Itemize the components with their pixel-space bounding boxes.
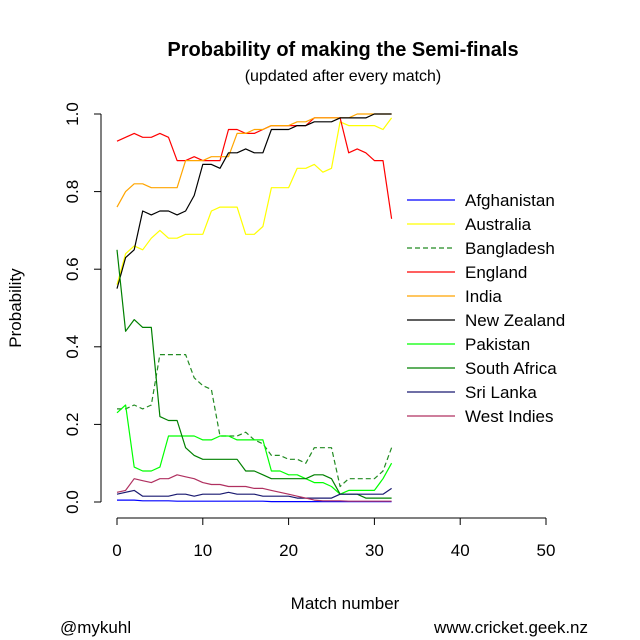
chart-subtitle: (updated after every match): [245, 68, 442, 85]
x-tick-label: 20: [279, 541, 298, 560]
legend-label-australia: Australia: [465, 215, 532, 234]
y-tick-label: 0.8: [63, 180, 82, 204]
y-tick-label: 1.0: [63, 102, 82, 126]
chart-title: Probability of making the Semi-finals: [167, 39, 518, 61]
legend-label-england: England: [465, 263, 527, 282]
series-line-australia: [116, 117, 393, 285]
legend-label-bangladesh: Bangladesh: [465, 239, 555, 258]
y-axis-label: Probability: [6, 268, 25, 348]
legend-label-pakistan: Pakistan: [465, 335, 530, 354]
y-tick-label: 0.0: [63, 490, 82, 514]
series-line-pakistan: [116, 404, 393, 495]
x-axis: 0 10 20 30 40 50: [112, 517, 556, 560]
legend-label-west-indies: West Indies: [465, 407, 554, 426]
series-group: [116, 113, 393, 503]
series-line-west-indies: [116, 474, 392, 502]
series-line-new-zealand: [116, 113, 392, 289]
legend-label-new-zealand: New Zealand: [465, 311, 565, 330]
y-tick-label: 0.4: [63, 335, 82, 359]
legend-label-sri-lanka: Sri Lanka: [465, 383, 537, 402]
x-axis-label: Match number: [291, 594, 400, 613]
footer-url: www.cricket.geek.nz: [433, 618, 588, 637]
legend: Afghanistan Australia Bangladesh England Ind…: [407, 191, 565, 426]
series-line-sri-lanka: [116, 487, 392, 499]
x-tick-label: 30: [365, 541, 384, 560]
y-tick-label: 0.2: [63, 413, 82, 437]
legend-label-afghanistan: Afghanistan: [465, 191, 555, 210]
legend-label-india: India: [465, 287, 502, 306]
y-tick-label: 0.6: [63, 257, 82, 281]
x-tick-label: 0: [112, 541, 121, 560]
x-tick-label: 50: [537, 541, 556, 560]
y-axis: 0.0 0.2 0.4 0.6 0.8 1.0: [63, 102, 102, 514]
x-tick-label: 40: [451, 541, 470, 560]
legend-label-south-africa: South Africa: [465, 359, 557, 378]
footer-handle: @mykuhl: [60, 618, 131, 637]
series-line-england: [116, 117, 393, 219]
x-tick-label: 10: [193, 541, 212, 560]
